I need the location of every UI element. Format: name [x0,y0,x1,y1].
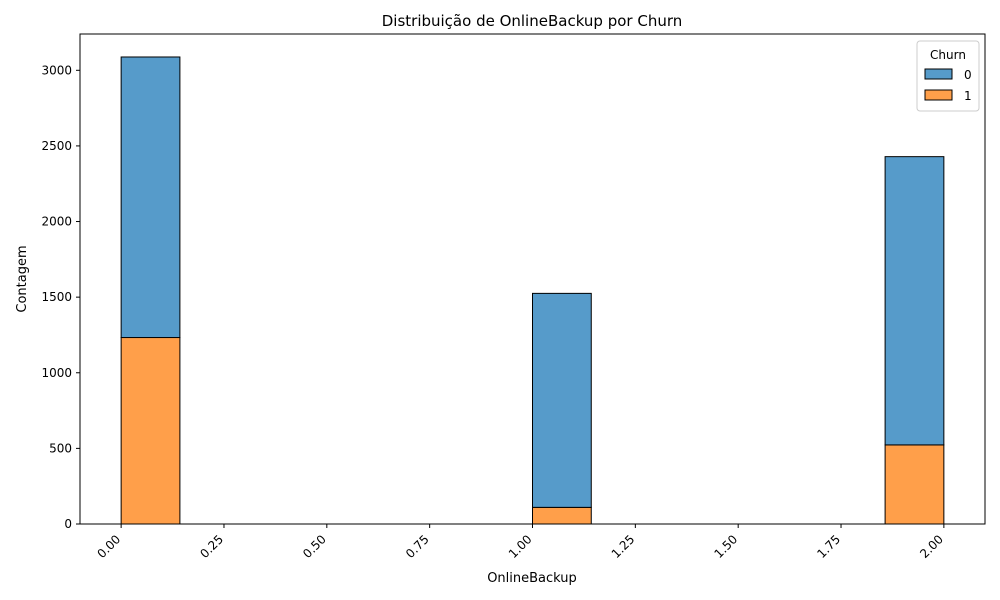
legend-swatch-churn-1 [924,89,953,101]
bar-churn-0-bin-7 [532,292,592,508]
x-tick-label: 2.00 [917,532,946,561]
x-axis-label: OnlineBackup [487,571,577,586]
chart-title: Distribuição de OnlineBackup por Churn [382,12,683,30]
x-tick-label: 0.50 [300,532,329,561]
y-tick-label: 0 [64,517,72,531]
y-tick-label: 1000 [41,366,72,380]
bar-churn-1-bin-7 [532,506,592,525]
y-tick-label: 3000 [41,63,72,77]
bar-churn-0-bin-0 [120,56,181,339]
bar-churn-1-bin-13 [884,444,945,525]
x-tick-label: 0.25 [197,532,226,561]
y-axis-label: Contagem [15,245,30,312]
x-tick-label: 0.75 [403,532,432,561]
x-tick-label: 0.00 [94,532,123,561]
legend: Churn 0 1 [916,40,980,112]
bar-churn-1-bin-0 [120,337,181,525]
x-axis-ticks: 0.00 0.25 0.50 0.75 1.00 1.25 1.50 1.75 2.00 [94,524,946,561]
y-tick-label: 1500 [41,290,72,304]
bars-layer [120,56,945,525]
y-tick-label: 2500 [41,139,72,153]
bar-churn-0-bin-13 [884,156,945,446]
x-tick-label: 1.25 [609,532,638,561]
legend-title: Churn [930,48,966,62]
x-tick-label: 1.00 [506,532,535,561]
x-tick-label: 1.50 [712,532,741,561]
y-tick-label: 500 [49,441,72,455]
x-tick-label: 1.75 [814,532,843,561]
y-axis-ticks: 0 500 1000 1500 2000 2500 3000 [41,63,80,531]
legend-swatch-churn-0 [924,68,953,80]
legend-label-churn-0: 0 [964,68,972,82]
y-tick-label: 2000 [41,215,72,229]
legend-label-churn-1: 1 [964,89,972,103]
